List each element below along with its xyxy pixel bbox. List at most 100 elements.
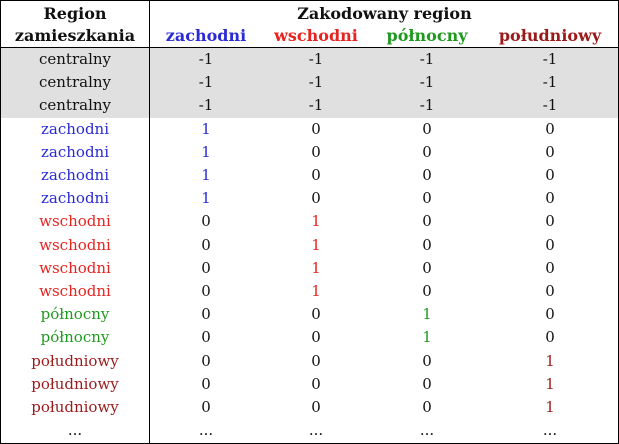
row-value-cell: 0	[422, 235, 432, 254]
table-row: ...............	[1, 419, 618, 442]
row-value-cell: 0	[545, 328, 555, 347]
row-value-cell: 1	[545, 398, 555, 416]
row-value-cell: 1	[545, 351, 555, 370]
row-value-cell: 0	[311, 305, 321, 324]
header-col-polnocny: północny	[386, 26, 468, 45]
row-value-cell: -1	[419, 50, 435, 68]
header-region-label-line2: zamieszkania	[14, 26, 136, 45]
row-value-cell: 1	[311, 282, 321, 300]
table-row: wschodni 0 1 0 0	[1, 210, 618, 233]
row-value-cell: 0	[545, 189, 555, 208]
row-value-cell: 1	[422, 328, 432, 347]
row-value-cell: 0	[422, 374, 432, 393]
row-value-cell: 0	[201, 351, 211, 370]
row-value-cell: -1	[542, 96, 558, 115]
header-col-zachodni: zachodni	[165, 26, 247, 45]
row-region-cell: północny	[40, 328, 110, 347]
row-value-cell: 0	[545, 142, 555, 161]
row-value-cell: 0	[311, 398, 321, 416]
table-row: zachodni 1 0 0 0	[1, 187, 618, 210]
centralny-shading	[1, 48, 618, 118]
table-row: zachodni 1 0 0 0	[1, 164, 618, 187]
row-value-cell: 0	[422, 166, 432, 184]
row-value-cell: 1	[311, 212, 321, 231]
row-value-cell: 0	[201, 398, 211, 416]
header-col-poludniowy: południowy	[498, 26, 602, 45]
table-row: wschodni 0 1 0 0	[1, 280, 618, 303]
row-value-cell: 0	[201, 282, 211, 300]
row-value-cell: 1	[311, 235, 321, 254]
row-region-cell: wschodni	[39, 282, 111, 300]
table-row: wschodni 0 1 0 0	[1, 234, 618, 257]
row-value-cell: 0	[311, 328, 321, 347]
row-value-cell: 0	[422, 142, 432, 161]
row-value-cell: 1	[422, 305, 432, 324]
row-value-cell: 1	[311, 258, 321, 277]
row-value-cell: 0	[422, 398, 432, 416]
row-value-cell: -1	[308, 96, 324, 115]
row-value-cell: -1	[308, 73, 324, 92]
row-value-cell: -1	[198, 50, 214, 68]
row-value-cell: 0	[311, 119, 321, 138]
row-value-cell: 0	[422, 212, 432, 231]
table-row: zachodni 1 0 0 0	[1, 118, 618, 141]
row-value-cell: 0	[201, 374, 211, 393]
row-value-cell: -1	[419, 96, 435, 115]
row-value-cell: 0	[545, 258, 555, 277]
row-value-cell: -1	[308, 50, 324, 68]
row-value-cell: 0	[311, 142, 321, 161]
row-value-cell: -1	[198, 96, 214, 115]
row-value-cell: 0	[201, 258, 211, 277]
row-region-cell: ...	[67, 421, 83, 440]
row-value-cell: 1	[201, 119, 211, 138]
row-value-cell: -1	[542, 73, 558, 92]
row-region-cell: zachodni	[41, 142, 109, 161]
row-region-cell: południowy	[31, 374, 119, 393]
row-value-cell: 1	[201, 142, 211, 161]
row-value-cell: 0	[545, 305, 555, 324]
row-value-cell: 1	[545, 374, 555, 393]
row-value-cell: -1	[198, 73, 214, 92]
row-region-cell: zachodni	[41, 119, 109, 138]
column-divider	[149, 1, 150, 443]
row-value-cell: 0	[201, 328, 211, 347]
table-row: centralny -1 -1 -1 -1	[1, 48, 618, 71]
row-value-cell: 0	[201, 235, 211, 254]
row-value-cell: 1	[201, 189, 211, 208]
header-divider	[1, 47, 618, 48]
row-region-cell: wschodni	[39, 212, 111, 231]
table-row: wschodni 0 1 0 0	[1, 257, 618, 280]
row-value-cell: 0	[422, 189, 432, 208]
row-region-cell: centralny	[38, 50, 111, 68]
row-region-cell: wschodni	[39, 235, 111, 254]
row-value-cell: 0	[311, 351, 321, 370]
row-value-cell: 0	[201, 305, 211, 324]
row-value-cell: 1	[201, 166, 211, 184]
row-value-cell: ...	[542, 421, 558, 440]
table-row: północny 0 0 1 0	[1, 326, 618, 349]
row-value-cell: 0	[545, 235, 555, 254]
row-value-cell: -1	[542, 50, 558, 68]
header-encoded-region-title: Zakodowany region	[297, 4, 472, 23]
table-row: północny 0 0 1 0	[1, 303, 618, 326]
header-col-wschodni: wschodni	[274, 26, 358, 45]
table-row: zachodni 1 0 0 0	[1, 141, 618, 164]
table-row: południowy 0 0 0 1	[1, 373, 618, 396]
row-value-cell: ...	[198, 421, 214, 440]
row-value-cell: ...	[419, 421, 435, 440]
row-value-cell: 0	[545, 119, 555, 138]
row-value-cell: 0	[545, 282, 555, 300]
row-region-cell: północny	[40, 305, 110, 324]
table-row: centralny -1 -1 -1 -1	[1, 94, 618, 117]
row-value-cell: 0	[311, 189, 321, 208]
row-region-cell: południowy	[31, 398, 119, 416]
row-region-cell: wschodni	[39, 258, 111, 277]
row-value-cell: 0	[422, 282, 432, 300]
row-region-cell: centralny	[38, 96, 111, 115]
row-region-cell: zachodni	[41, 166, 109, 184]
row-value-cell: 0	[422, 258, 432, 277]
header-region-label-line1: Region	[43, 4, 107, 23]
table-row: centralny -1 -1 -1 -1	[1, 71, 618, 94]
row-value-cell: 0	[422, 351, 432, 370]
row-region-cell: południowy	[31, 351, 119, 370]
